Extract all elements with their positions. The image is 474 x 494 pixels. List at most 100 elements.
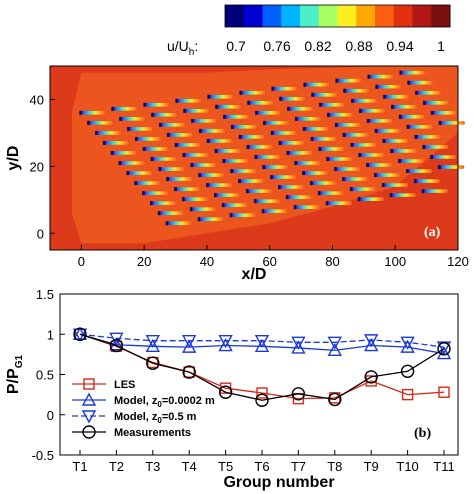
turbine-wake [368, 74, 394, 79]
turbine [254, 154, 258, 159]
triangle-up-marker [327, 342, 342, 357]
turbine-wake [190, 207, 216, 211]
velocity-field [50, 66, 465, 250]
turbine-wake [295, 117, 322, 121]
square-marker [83, 378, 95, 390]
turbine [310, 181, 313, 186]
turbine-wake [247, 189, 273, 193]
turbine [150, 201, 153, 206]
turbine-wake [199, 129, 226, 133]
turbine [190, 163, 193, 168]
triangle-down-marker [182, 334, 197, 349]
x-tick-label: 60 [262, 254, 276, 269]
turbine [415, 90, 418, 95]
triangle-down-marker [364, 334, 379, 348]
circle-marker [400, 364, 415, 378]
turbine [166, 132, 170, 137]
turbine-wake [151, 201, 177, 205]
triangle-up-marker [182, 339, 197, 353]
turbine [406, 124, 410, 129]
colorbar-tick-label: 1 [437, 38, 445, 54]
turbine-wake [271, 175, 297, 179]
turbine-wake [288, 107, 314, 111]
turbine [438, 120, 442, 125]
turbine-wake [222, 203, 248, 207]
turbine [319, 102, 322, 107]
triangle-up-marker [218, 338, 233, 352]
x-tick-label: 20 [137, 254, 151, 269]
y-tick-label: -0.5 [32, 448, 54, 463]
turbine-wake [119, 161, 145, 165]
colorbar [224, 4, 451, 28]
turbine [182, 152, 186, 157]
turbine-wake [231, 169, 257, 173]
colorbar-swatch [318, 5, 338, 27]
turbine [95, 130, 98, 135]
turbine [271, 86, 274, 91]
turbine-wake [159, 167, 185, 171]
turbine-wake [280, 96, 306, 101]
turbine-wake [287, 151, 313, 155]
turbine [317, 191, 321, 196]
turbine-wake [414, 179, 441, 183]
triangle-down-marker [291, 336, 306, 350]
turbine-wake [167, 133, 194, 137]
turbine [87, 120, 90, 125]
triangle-up-marker [291, 340, 306, 354]
power-ratio-panel: T1 T2 T3 T4 T5 T6 T7 T8 T9 T10 T11 -0.5 0 0.5 1 1.5 LES… [5, 287, 459, 491]
turbine [239, 90, 242, 95]
square-marker [401, 388, 414, 401]
turbine-wake [350, 187, 377, 191]
turbine-wake [303, 127, 329, 131]
turbine [334, 167, 337, 172]
colorbar-swatch [337, 5, 357, 27]
turbine-wake [183, 197, 209, 201]
turbine-wake [256, 111, 282, 115]
turbine [438, 165, 441, 170]
turbine [318, 146, 322, 151]
turbine-wake [319, 147, 345, 151]
turbine [142, 146, 146, 151]
turbine [261, 209, 265, 214]
colorbar-swatch [375, 5, 395, 27]
turbine-wake [128, 127, 154, 131]
triangle-down-marker [109, 332, 124, 346]
turbine [230, 169, 233, 174]
turbine-wake [263, 121, 290, 125]
turbine [343, 88, 346, 93]
circle-marker [73, 327, 87, 341]
turbine [157, 211, 161, 216]
turbine-wake [135, 181, 161, 185]
x-tick-label: T5 [218, 459, 233, 474]
turbine [174, 187, 177, 192]
turbine [111, 106, 114, 111]
turbine-wake [392, 105, 418, 109]
turbine-wake [198, 217, 224, 222]
circle-marker [218, 385, 233, 399]
turbine-wake [208, 94, 234, 99]
turbine-wake [390, 193, 416, 197]
turbine [421, 189, 425, 194]
turbine-wake [400, 70, 426, 75]
circle-marker [82, 425, 96, 439]
turbine-wake [127, 171, 153, 175]
x-axis-label: x/D [242, 266, 267, 283]
turbine-wake [151, 157, 177, 161]
turbine-wake [184, 109, 210, 113]
turbine [327, 112, 330, 117]
turbine-wake [303, 171, 329, 175]
turbine-wake [207, 139, 233, 143]
triangle-down-marker [400, 336, 415, 350]
colorbar-tick-label: 0.7 [226, 38, 246, 54]
x-tick-label: T9 [364, 459, 379, 474]
turbine [174, 142, 178, 147]
turbine [391, 104, 394, 109]
turbine [334, 122, 338, 127]
turbine [126, 171, 129, 176]
turbine [175, 98, 178, 103]
square-marker [183, 366, 195, 378]
turbine [383, 94, 386, 99]
turbine-wake [344, 88, 370, 93]
turbine [118, 161, 122, 166]
